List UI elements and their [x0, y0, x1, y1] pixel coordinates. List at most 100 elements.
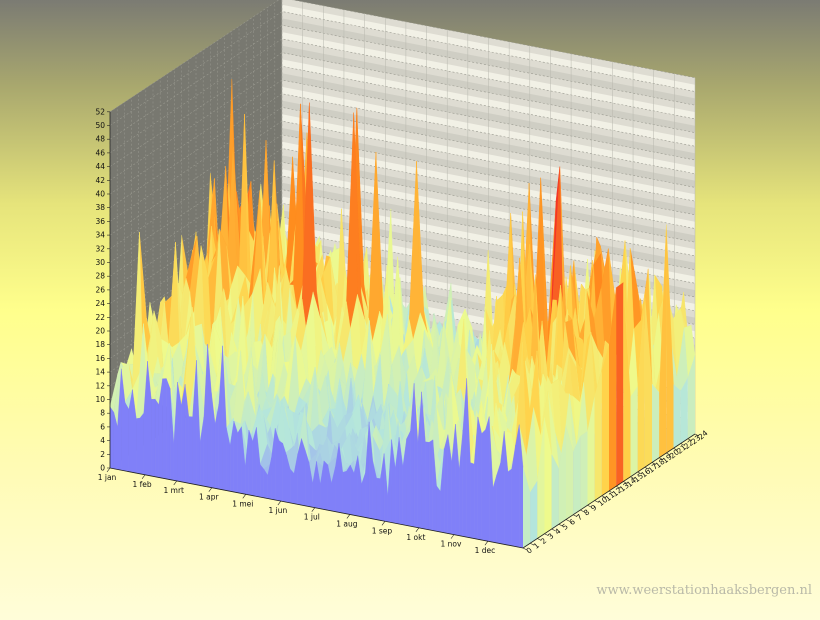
surface-skirt-right [551, 454, 559, 529]
y-tick-label: 1 [532, 541, 542, 551]
surface-skirt-front [188, 416, 193, 485]
z-tick-label: 12 [95, 381, 105, 390]
surface-skirt-right [594, 370, 602, 501]
x-tick-label: 1 dec [475, 546, 496, 555]
surface-skirt-front [162, 378, 167, 480]
z-tick-label: 48 [95, 135, 105, 144]
z-tick-label: 4 [100, 436, 105, 445]
z-tick-label: 10 [95, 395, 105, 404]
surface-skirt-right [659, 224, 667, 458]
surface-skirt-front [470, 462, 475, 539]
grid-line-z [109, 134, 696, 250]
surface-skirt-front [233, 420, 238, 493]
surface-skirt-right [687, 354, 695, 439]
z-tick-label: 14 [95, 368, 105, 377]
surface-skirt-right [573, 436, 581, 515]
surface-skirt-front [346, 464, 351, 515]
z-tick-label: 28 [95, 272, 105, 281]
surface-skirt-front [425, 441, 430, 530]
grid-line-z [109, 38, 696, 154]
y-tick-mark [659, 457, 664, 461]
grid-line-z [109, 79, 696, 195]
x-tick-label: 1 aug [336, 519, 358, 528]
z-tick-label: 40 [95, 190, 105, 199]
surface-skirt-right [666, 224, 674, 453]
y-tick-mark [623, 481, 628, 484]
z-tick-label: 0 [100, 464, 105, 473]
surface-skirt-right [609, 287, 617, 491]
y-tick-mark [551, 528, 556, 532]
y-tick-label: 4 [553, 526, 563, 536]
grid-line-z [109, 175, 696, 291]
x-tick-label: 1 apr [199, 493, 220, 502]
z-tick-label: 8 [100, 409, 105, 418]
x-tick-label: 1 jun [268, 506, 287, 515]
surface-skirt-right [537, 417, 545, 539]
surface-skirt-front [376, 477, 381, 521]
surface-skirt-front [515, 424, 520, 548]
surface-skirt-front [444, 434, 449, 534]
surface-skirt-front [237, 426, 242, 494]
y-tick-label: 5 [560, 522, 570, 532]
y-tick-label: 7 [575, 512, 585, 522]
z-tick-label: 34 [95, 231, 105, 240]
surface-skirt-front [406, 430, 411, 527]
y-tick-mark [573, 514, 578, 518]
y-tick-label: 3 [546, 531, 556, 541]
z-tick-label: 18 [95, 340, 105, 349]
x-tick-mark [277, 500, 282, 506]
surface-skirt-right [630, 386, 638, 477]
x-tick-mark [346, 514, 351, 519]
z-tick-label: 46 [95, 148, 105, 157]
y-tick-mark [680, 443, 685, 446]
y-tick-label: 8 [582, 507, 592, 517]
y-tick-mark [651, 462, 657, 465]
surface-skirt-right [601, 344, 609, 496]
x-tick-mark [381, 521, 386, 526]
x-tick-mark [141, 474, 146, 479]
surface-skirt-right [558, 425, 566, 525]
surface-skirt-right [544, 417, 552, 534]
surface-skirt-right [616, 282, 624, 487]
surface-skirt-front [260, 464, 265, 498]
y-tick-label: 6 [568, 517, 578, 527]
y-tick-mark [608, 490, 614, 494]
y-tick-mark [644, 466, 649, 470]
y-tick-mark [587, 504, 592, 508]
surface-skirt-front [428, 439, 434, 531]
x-tick-label: 1 okt [406, 533, 425, 542]
surface-skirt-right [587, 395, 595, 506]
x-tick-mark [242, 494, 247, 499]
x-tick-mark [311, 507, 316, 512]
x-tick-label: 1 sep [372, 526, 393, 535]
surface-skirt-right [673, 384, 681, 449]
z-tick-label: 44 [95, 162, 105, 171]
surface-skirt-front [151, 398, 156, 477]
grid-line-z [109, 107, 696, 222]
z-tick-label: 6 [100, 422, 105, 431]
y-tick-label: 0 [525, 545, 535, 555]
x-tick-label: 1 mei [232, 499, 253, 508]
y-tick-mark [565, 519, 571, 522]
surface-skirt-front [278, 440, 283, 502]
y-tick-mark [630, 476, 635, 480]
x-tick-mark [173, 480, 177, 486]
surface-skirt-front [301, 438, 306, 506]
y-tick-mark [694, 433, 700, 437]
x-tick-mark [484, 541, 489, 546]
surface-skirt-front [436, 485, 441, 533]
z-tick-label: 42 [95, 176, 105, 185]
surface-skirt-right [637, 293, 645, 472]
grid-line-z [109, 11, 696, 126]
x-tick-label: 1 jan [98, 473, 117, 482]
z-tick-label: 22 [95, 313, 105, 322]
watermark: www.weerstationhaaksbergen.nl [596, 583, 812, 598]
z-tick-label: 30 [95, 258, 105, 267]
x-tick-mark [208, 487, 213, 492]
surface-skirt-front [166, 378, 171, 480]
surface-skirt-front [136, 417, 141, 474]
y-tick-mark [673, 447, 678, 451]
z-tick-label: 16 [95, 354, 105, 363]
z-tick-label: 32 [95, 244, 105, 253]
